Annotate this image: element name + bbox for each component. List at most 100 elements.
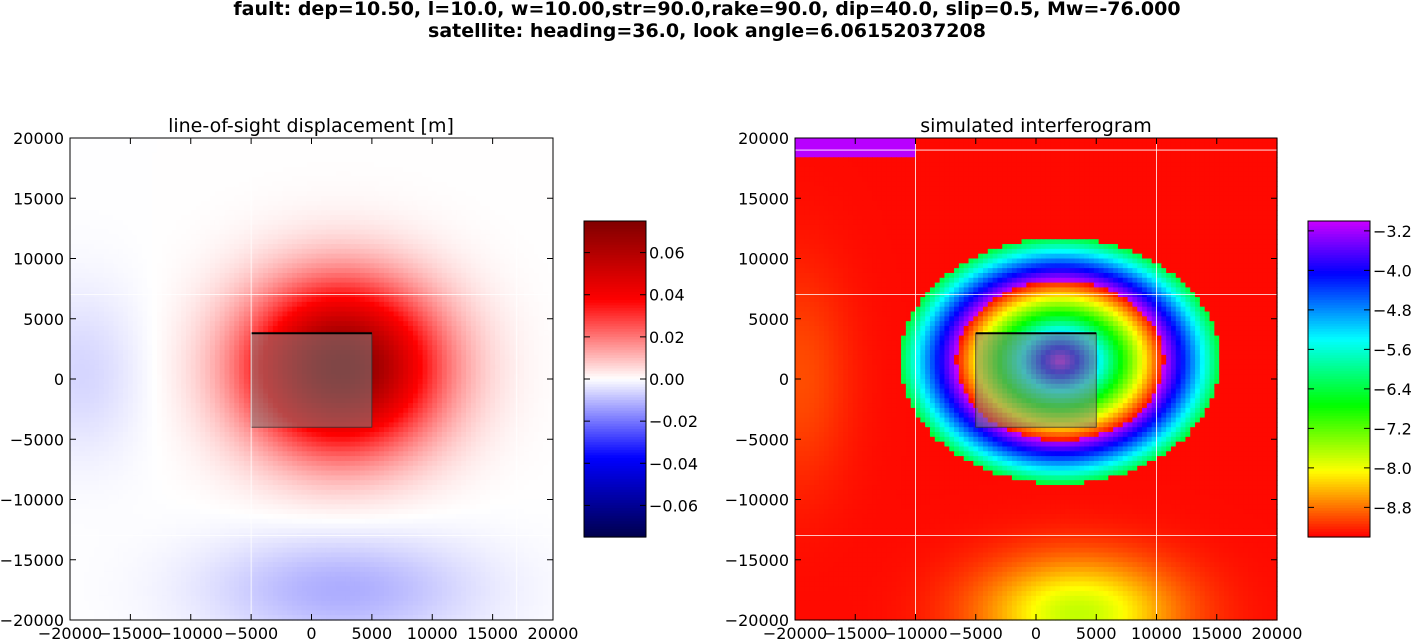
heatmap-cell: [359, 282, 366, 289]
heatmap-cell: [229, 354, 235, 361]
heatmap-cell: [422, 219, 429, 226]
heatmap-cell: [190, 350, 197, 356]
heatmap-cell: [243, 282, 250, 289]
heatmap-cell: [374, 316, 380, 322]
heatmap-cell: [214, 287, 221, 293]
heatmap-cell: [350, 162, 356, 168]
heatmap-cell: [533, 301, 540, 308]
heatmap-cell: [495, 345, 501, 351]
heatmap-cell: [301, 297, 308, 303]
heatmap-cell: [297, 253, 303, 260]
heatmap-cell: [490, 297, 496, 303]
heatmap-cell: [321, 316, 327, 322]
heatmap-cell: [108, 224, 115, 231]
heatmap-cell: [195, 258, 202, 264]
heatmap-cell: [171, 152, 177, 158]
heatmap-cell: [176, 176, 182, 182]
heatmap-cell: [277, 325, 284, 332]
heatmap-cell: [74, 181, 81, 187]
heatmap-cell: [383, 340, 390, 346]
heatmap-cell: [364, 162, 371, 168]
heatmap-cell: [200, 138, 206, 144]
heatmap-cell: [393, 277, 400, 284]
heatmap-cell: [84, 195, 90, 202]
heatmap-cell: [103, 272, 110, 279]
heatmap-cell: [147, 287, 153, 293]
heatmap-cell: [456, 263, 462, 269]
heatmap-cell: [456, 210, 462, 216]
heatmap-cell: [408, 330, 414, 337]
heatmap-cell: [132, 215, 139, 221]
heatmap-cell: [147, 191, 153, 197]
heatmap-cell: [437, 268, 443, 274]
heatmap-cell: [156, 306, 163, 313]
heatmap-cell: [359, 152, 366, 158]
heatmap-cell: [548, 263, 554, 269]
heatmap-cell: [519, 306, 525, 313]
heatmap-cell: [306, 200, 313, 207]
heatmap-cell: [79, 316, 86, 322]
heatmap-cell: [374, 268, 380, 274]
heatmap-cell: [156, 195, 163, 202]
heatmap-cell: [108, 321, 115, 327]
heatmap-cell: [137, 325, 144, 332]
heatmap-cell: [335, 176, 342, 182]
heatmap-cell: [374, 142, 380, 149]
heatmap-cell: [113, 258, 119, 264]
heatmap-cell: [490, 239, 496, 245]
heatmap-cell: [243, 297, 250, 303]
heatmap-cell: [369, 205, 375, 211]
heatmap-cell: [325, 258, 332, 264]
heatmap-cell: [499, 229, 506, 235]
heatmap-cell: [277, 311, 284, 317]
heatmap-cell: [195, 191, 202, 197]
heatmap-cell: [190, 321, 197, 327]
heatmap-cell: [480, 138, 486, 144]
heatmap-cell: [504, 340, 511, 346]
heatmap-cell: [306, 297, 313, 303]
heatmap-cell: [70, 186, 76, 192]
heatmap-cell: [210, 181, 216, 187]
heatmap-cell: [224, 138, 230, 144]
heatmap-cell: [234, 359, 240, 366]
heatmap-cell: [268, 142, 274, 149]
heatmap-cell: [451, 263, 457, 269]
heatmap-cell: [509, 152, 515, 158]
heatmap-cell: [253, 191, 259, 197]
heatmap-cell: [113, 229, 119, 235]
heatmap-cell: [113, 359, 119, 366]
heatmap-cell: [499, 316, 506, 322]
heatmap-cell: [330, 219, 337, 226]
heatmap-cell: [243, 157, 250, 163]
heatmap-cell: [504, 248, 511, 255]
heatmap-cell: [200, 272, 206, 279]
heatmap-cell: [485, 369, 491, 375]
heatmap-cell: [480, 181, 486, 187]
heatmap-cell: [123, 138, 129, 144]
heatmap-cell: [214, 195, 221, 202]
heatmap-cell: [490, 321, 496, 327]
heatmap-cell: [490, 142, 496, 149]
heatmap-cell: [316, 219, 322, 226]
heatmap-cell: [519, 330, 525, 337]
heatmap-cell: [292, 287, 298, 293]
heatmap-cell: [156, 258, 163, 264]
heatmap-cell: [354, 224, 361, 231]
heatmap-cell: [340, 244, 346, 250]
heatmap-cell: [325, 152, 332, 158]
heatmap-cell: [499, 345, 506, 351]
heatmap-cell: [403, 321, 409, 327]
heatmap-cell: [229, 147, 235, 154]
heatmap-cell: [533, 191, 540, 197]
heatmap-cell: [441, 311, 448, 317]
heatmap-cell: [417, 354, 424, 361]
heatmap-cell: [311, 306, 317, 313]
heatmap-cell: [74, 147, 81, 154]
heatmap-cell: [243, 272, 250, 279]
heatmap-cell: [461, 186, 467, 192]
heatmap-cell: [89, 147, 95, 154]
heatmap-cell: [325, 316, 332, 322]
heatmap-cell: [379, 253, 385, 260]
heatmap-cell: [195, 205, 202, 211]
heatmap-cell: [219, 297, 226, 303]
